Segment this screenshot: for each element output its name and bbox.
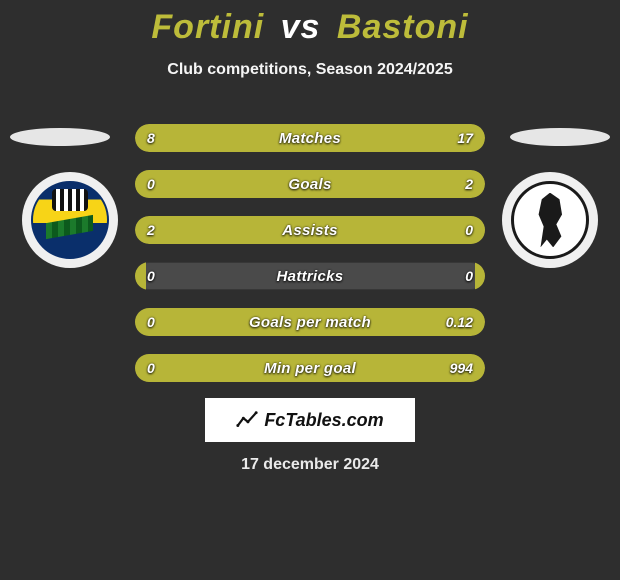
watermark-text: FcTables.com <box>264 410 383 431</box>
stat-label: Hattricks <box>135 262 485 290</box>
stat-label: Min per goal <box>135 354 485 382</box>
club-badge-left <box>22 172 118 268</box>
nation-flag-left <box>10 128 110 146</box>
watermark: FcTables.com <box>205 398 415 442</box>
stat-bar: 00.12Goals per match <box>135 308 485 336</box>
club-crest-right <box>511 181 589 259</box>
date-text: 17 december 2024 <box>0 456 620 474</box>
stat-bar: 02Goals <box>135 170 485 198</box>
stat-label: Assists <box>135 216 485 244</box>
player2-name: Bastoni <box>337 8 469 46</box>
stat-label: Goals <box>135 170 485 198</box>
stats-bars: 817Matches 02Goals 20Assists 00Hattricks 00.… <box>135 124 485 400</box>
player1-name: Fortini <box>151 8 264 46</box>
stat-bar: 20Assists <box>135 216 485 244</box>
stat-label: Goals per match <box>135 308 485 336</box>
chart-icon <box>236 409 258 431</box>
club-badge-right <box>502 172 598 268</box>
subtitle: Club competitions, Season 2024/2025 <box>0 61 620 79</box>
stat-bar: 0994Min per goal <box>135 354 485 382</box>
nation-flag-right <box>510 128 610 146</box>
vs-text: vs <box>281 8 321 46</box>
stat-bar: 00Hattricks <box>135 262 485 290</box>
club-crest-left <box>31 181 109 259</box>
stat-bar: 817Matches <box>135 124 485 152</box>
stat-label: Matches <box>135 124 485 152</box>
comparison-title: Fortini vs Bastoni <box>0 0 620 47</box>
